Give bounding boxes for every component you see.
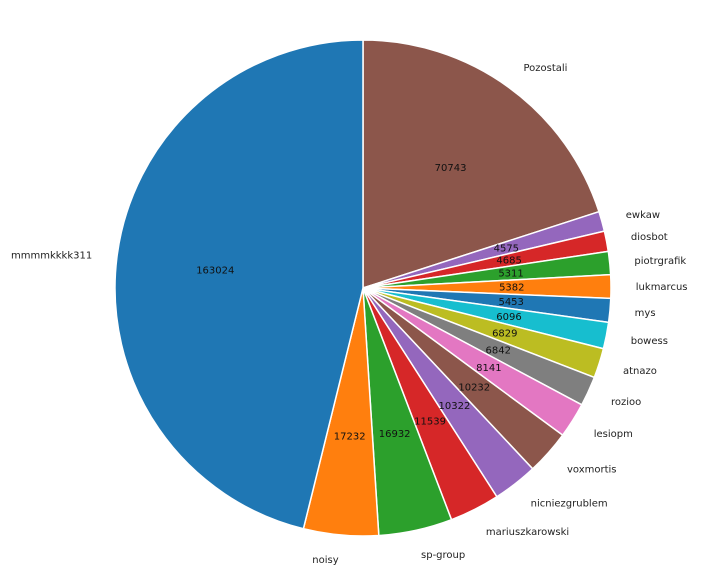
pie-slice [114, 39, 364, 530]
slice-value-label: 70743 [435, 163, 467, 174]
slice-value-label: 5453 [498, 297, 523, 308]
slice-label: lesiopm [594, 429, 633, 440]
slice-label: bowess [631, 336, 668, 347]
slice-label: diosbot [631, 232, 668, 243]
slice-label: mys [635, 308, 656, 319]
slice-value-label: 8141 [476, 363, 501, 374]
slice-value-label: 4685 [496, 255, 521, 266]
slice-label: nicniezgrublem [531, 499, 608, 510]
slice-value-label: 5382 [499, 283, 524, 294]
slice-label: mmmmkkkk311 [11, 250, 92, 261]
slice-label: ewkaw [626, 210, 660, 221]
slice-label: mariuszkarowski [486, 527, 569, 538]
slice-label: voxmortis [567, 465, 617, 476]
slice-value-label: 17232 [334, 432, 366, 443]
slice-value-label: 5311 [498, 269, 523, 280]
slice-value-label: 163024 [196, 265, 234, 276]
slice-value-label: 10322 [439, 401, 471, 412]
slice-label: atnazo [623, 366, 657, 377]
slice-label: noisy [312, 555, 338, 566]
slice-value-label: 10232 [458, 382, 490, 393]
pie-slices [114, 39, 612, 537]
slice-value-label: 6842 [486, 345, 511, 356]
slice-label: piotrgrafik [634, 256, 686, 267]
slice-label: rozioo [611, 397, 641, 408]
slice-value-label: 6829 [492, 329, 517, 340]
pie-wedge-labels: Pozostali ewkaw diosbot piotrgrafik lukmarcu… [11, 63, 688, 566]
slice-value-label: 6096 [496, 312, 521, 323]
slice-label: sp-group [421, 550, 465, 561]
slice-value-label: 11539 [414, 416, 446, 427]
pie-slice [362, 39, 600, 290]
slice-value-label: 4575 [494, 244, 519, 255]
slice-value-label: 16932 [379, 429, 411, 440]
slice-label: Pozostali [523, 63, 567, 74]
slice-label: lukmarcus [636, 282, 688, 293]
